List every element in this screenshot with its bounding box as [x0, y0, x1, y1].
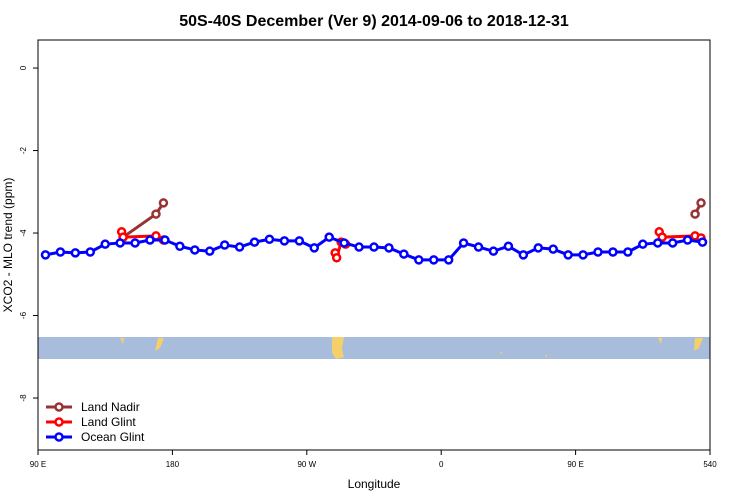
y-tick-label: -6: [19, 311, 28, 319]
chart-title: 50S-40S December (Ver 9) 2014-09-06 to 2…: [179, 13, 569, 30]
point: [324, 232, 334, 242]
plot-frame: [37, 39, 711, 451]
point: [219, 240, 230, 250]
legend-marker: [54, 402, 64, 412]
point: [115, 238, 125, 248]
point: [548, 244, 558, 254]
y-tick-label: 0: [19, 65, 28, 70]
point: [563, 250, 573, 260]
y-axis-label: XCO2 - MLO trend (ppm): [1, 178, 15, 313]
legend-label: Ocean Glint: [81, 430, 145, 444]
point: [190, 245, 200, 255]
point: [458, 238, 469, 248]
point: [414, 255, 424, 265]
point: [204, 246, 215, 256]
point: [428, 255, 439, 265]
point: [55, 247, 66, 257]
point: [309, 243, 320, 253]
point: [593, 247, 603, 257]
y-tick-label: -4: [19, 229, 28, 237]
x-tick-label: 90 E: [30, 460, 46, 469]
legend-label: Land Glint: [81, 415, 136, 429]
x-tick-label: 90 E: [567, 460, 583, 469]
point: [130, 238, 140, 248]
point: [667, 238, 678, 248]
point: [339, 238, 349, 248]
point: [249, 237, 260, 247]
point: [384, 243, 394, 253]
x-tick-label: 540: [703, 460, 717, 469]
point: [279, 236, 290, 246]
point: [100, 239, 110, 249]
point: [40, 250, 51, 260]
point: [488, 246, 499, 256]
x-axis-label: Longitude: [348, 477, 401, 491]
point: [623, 247, 633, 257]
point: [294, 236, 305, 246]
point: [652, 238, 663, 248]
point: [518, 250, 529, 260]
x-tick-label: 0: [439, 460, 444, 469]
point: [331, 253, 342, 263]
point: [682, 235, 693, 245]
series-line: [122, 202, 703, 239]
point: [85, 247, 96, 257]
y-tick-label: -8: [19, 394, 28, 402]
point: [234, 242, 245, 252]
point: [533, 243, 544, 253]
point: [145, 235, 155, 245]
point: [503, 241, 514, 251]
point: [657, 232, 667, 242]
point: [443, 255, 454, 265]
point: [578, 250, 588, 260]
point: [70, 248, 81, 258]
legend-marker: [54, 417, 64, 427]
point: [696, 198, 706, 208]
point: [354, 242, 364, 252]
y-tick-label: -2: [19, 146, 28, 154]
point: [638, 239, 648, 249]
point: [264, 234, 275, 244]
x-tick-label: 90 W: [297, 460, 316, 469]
point: [608, 247, 618, 257]
legend-marker: [54, 432, 64, 442]
point: [160, 235, 170, 245]
point: [158, 198, 169, 208]
point: [151, 209, 161, 219]
x-tick-label: 180: [166, 460, 180, 469]
map-strip: [38, 337, 710, 359]
legend-label: Land Nadir: [81, 400, 140, 414]
point: [697, 237, 708, 247]
point: [175, 241, 185, 251]
point: [369, 242, 379, 252]
point: [690, 209, 700, 219]
point: [399, 249, 409, 259]
point: [473, 242, 484, 252]
